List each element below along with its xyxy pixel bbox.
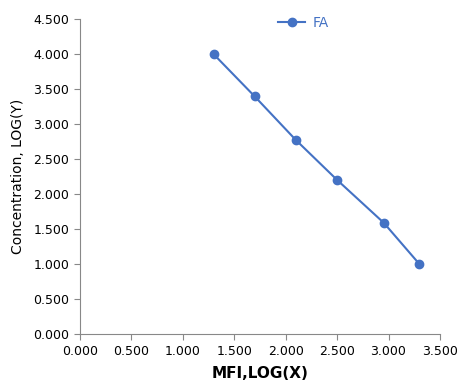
Legend: FA: FA (272, 11, 334, 36)
Y-axis label: Concentration, LOG(Y): Concentration, LOG(Y) (11, 99, 25, 254)
FA (293, 138, 298, 142)
FA (334, 178, 340, 182)
FA (381, 220, 386, 225)
FA (416, 262, 422, 267)
X-axis label: MFI,LOG(X): MFI,LOG(X) (212, 366, 308, 381)
Line: FA: FA (210, 50, 424, 269)
FA (252, 94, 257, 99)
FA (211, 52, 217, 56)
